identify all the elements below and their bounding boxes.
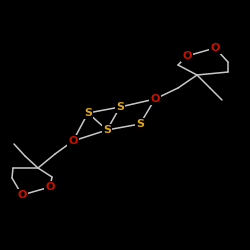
Text: O: O <box>17 190 27 200</box>
Text: S: S <box>103 125 111 135</box>
Text: O: O <box>45 182 55 192</box>
Text: S: S <box>84 108 92 118</box>
Text: O: O <box>182 51 192 61</box>
Text: S: S <box>136 119 144 129</box>
Text: S: S <box>116 102 124 112</box>
Text: O: O <box>210 43 220 53</box>
Text: O: O <box>150 94 160 104</box>
Text: O: O <box>68 136 78 146</box>
